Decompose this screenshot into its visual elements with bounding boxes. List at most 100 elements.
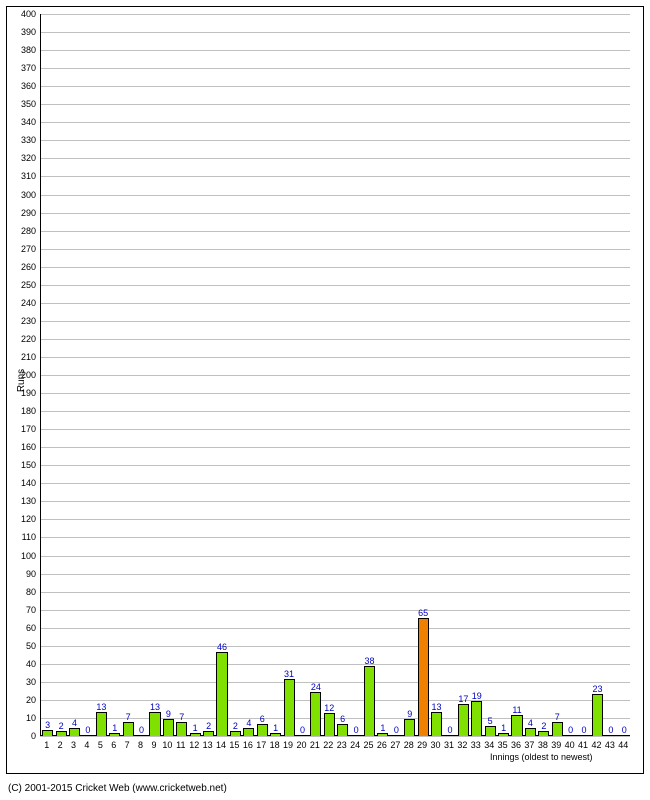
bar: 1: [109, 733, 120, 736]
y-tick-label: 150: [21, 460, 36, 470]
bar-value-label: 2: [59, 721, 64, 731]
y-tick-label: 40: [26, 659, 36, 669]
x-tick-label: 21: [310, 740, 320, 750]
x-tick-label: 20: [296, 740, 306, 750]
bar-value-label: 23: [592, 684, 602, 694]
bar-value-label: 13: [432, 702, 442, 712]
bar-value-label: 0: [394, 725, 399, 735]
bar: 13: [149, 712, 160, 736]
bar-value-label: 7: [179, 712, 184, 722]
gridline: [40, 86, 630, 87]
x-tick-label: 43: [605, 740, 615, 750]
plot-area: 0102030405060708090100110120130140150160…: [40, 14, 630, 736]
y-tick-label: 50: [26, 641, 36, 651]
bar: 0: [605, 735, 616, 736]
gridline: [40, 50, 630, 51]
bar-value-label: 2: [541, 721, 546, 731]
footer-copyright: (C) 2001-2015 Cricket Web (www.cricketwe…: [8, 783, 227, 794]
y-tick-label: 80: [26, 587, 36, 597]
bar-value-label: 2: [206, 721, 211, 731]
y-tick-label: 260: [21, 262, 36, 272]
x-tick-label: 26: [377, 740, 387, 750]
bar: 13: [96, 712, 107, 736]
gridline: [40, 628, 630, 629]
y-tick-label: 110: [22, 532, 36, 542]
bar-value-label: 0: [300, 725, 305, 735]
y-tick-label: 30: [26, 677, 36, 687]
bar: 0: [82, 735, 93, 736]
gridline: [40, 104, 630, 105]
bar: 1: [190, 733, 201, 736]
bar: 7: [123, 722, 134, 736]
gridline: [40, 375, 630, 376]
bar-value-label: 3: [45, 720, 50, 730]
bar-value-label: 38: [364, 656, 374, 666]
y-tick-label: 90: [26, 569, 36, 579]
y-tick-label: 0: [31, 731, 36, 741]
bar: 19: [471, 701, 482, 736]
gridline: [40, 285, 630, 286]
y-tick-label: 20: [26, 695, 36, 705]
gridline: [40, 195, 630, 196]
bar-value-label: 4: [528, 718, 533, 728]
bar-value-label: 7: [555, 712, 560, 722]
y-tick-label: 100: [21, 551, 36, 561]
gridline: [40, 447, 630, 448]
bar-value-label: 4: [246, 718, 251, 728]
gridline: [40, 14, 630, 15]
x-tick-label: 41: [578, 740, 588, 750]
x-tick-label: 8: [138, 740, 143, 750]
bar-value-label: 0: [354, 725, 359, 735]
y-tick-label: 310: [21, 171, 36, 181]
bar-value-label: 0: [85, 725, 90, 735]
bar: 3: [42, 730, 53, 736]
bar: 11: [511, 715, 522, 736]
bar: 23: [592, 694, 603, 737]
bar: 4: [525, 728, 536, 736]
y-tick-label: 270: [21, 244, 36, 254]
x-tick-label: 31: [444, 740, 454, 750]
gridline: [40, 303, 630, 304]
bar-value-label: 6: [340, 714, 345, 724]
gridline: [40, 682, 630, 683]
gridline: [40, 321, 630, 322]
gridline: [40, 664, 630, 665]
bar-value-label: 9: [166, 709, 171, 719]
bar: 2: [538, 731, 549, 736]
bar: 17: [458, 704, 469, 736]
bar-value-label: 6: [260, 714, 265, 724]
bar: 65: [418, 618, 429, 736]
x-tick-label: 22: [323, 740, 333, 750]
x-tick-label: 35: [498, 740, 508, 750]
gridline: [40, 429, 630, 430]
y-tick-label: 280: [21, 226, 36, 236]
gridline: [40, 483, 630, 484]
bar-value-label: 0: [447, 725, 452, 735]
y-tick-label: 250: [21, 280, 36, 290]
y-tick-label: 300: [21, 190, 36, 200]
gridline: [40, 465, 630, 466]
bar-value-label: 7: [126, 712, 131, 722]
bar-value-label: 12: [324, 703, 334, 713]
x-tick-label: 32: [457, 740, 467, 750]
bar: 7: [176, 722, 187, 736]
bar: 4: [69, 728, 80, 736]
x-tick-label: 2: [58, 740, 63, 750]
y-tick-label: 330: [21, 135, 36, 145]
x-tick-label: 7: [125, 740, 130, 750]
bar-value-label: 1: [501, 723, 506, 733]
bar-value-label: 13: [150, 702, 160, 712]
y-tick-label: 380: [21, 45, 36, 55]
gridline: [40, 339, 630, 340]
x-tick-label: 19: [283, 740, 293, 750]
gridline: [40, 519, 630, 520]
chart-frame: 0102030405060708090100110120130140150160…: [0, 0, 650, 800]
x-tick-label: 37: [524, 740, 534, 750]
bar: 7: [552, 722, 563, 736]
x-tick-label: 13: [203, 740, 213, 750]
x-tick-label: 14: [216, 740, 226, 750]
bar-value-label: 1: [380, 723, 385, 733]
bar: 0: [579, 735, 590, 736]
y-tick-label: 400: [21, 9, 36, 19]
x-tick-label: 36: [511, 740, 521, 750]
